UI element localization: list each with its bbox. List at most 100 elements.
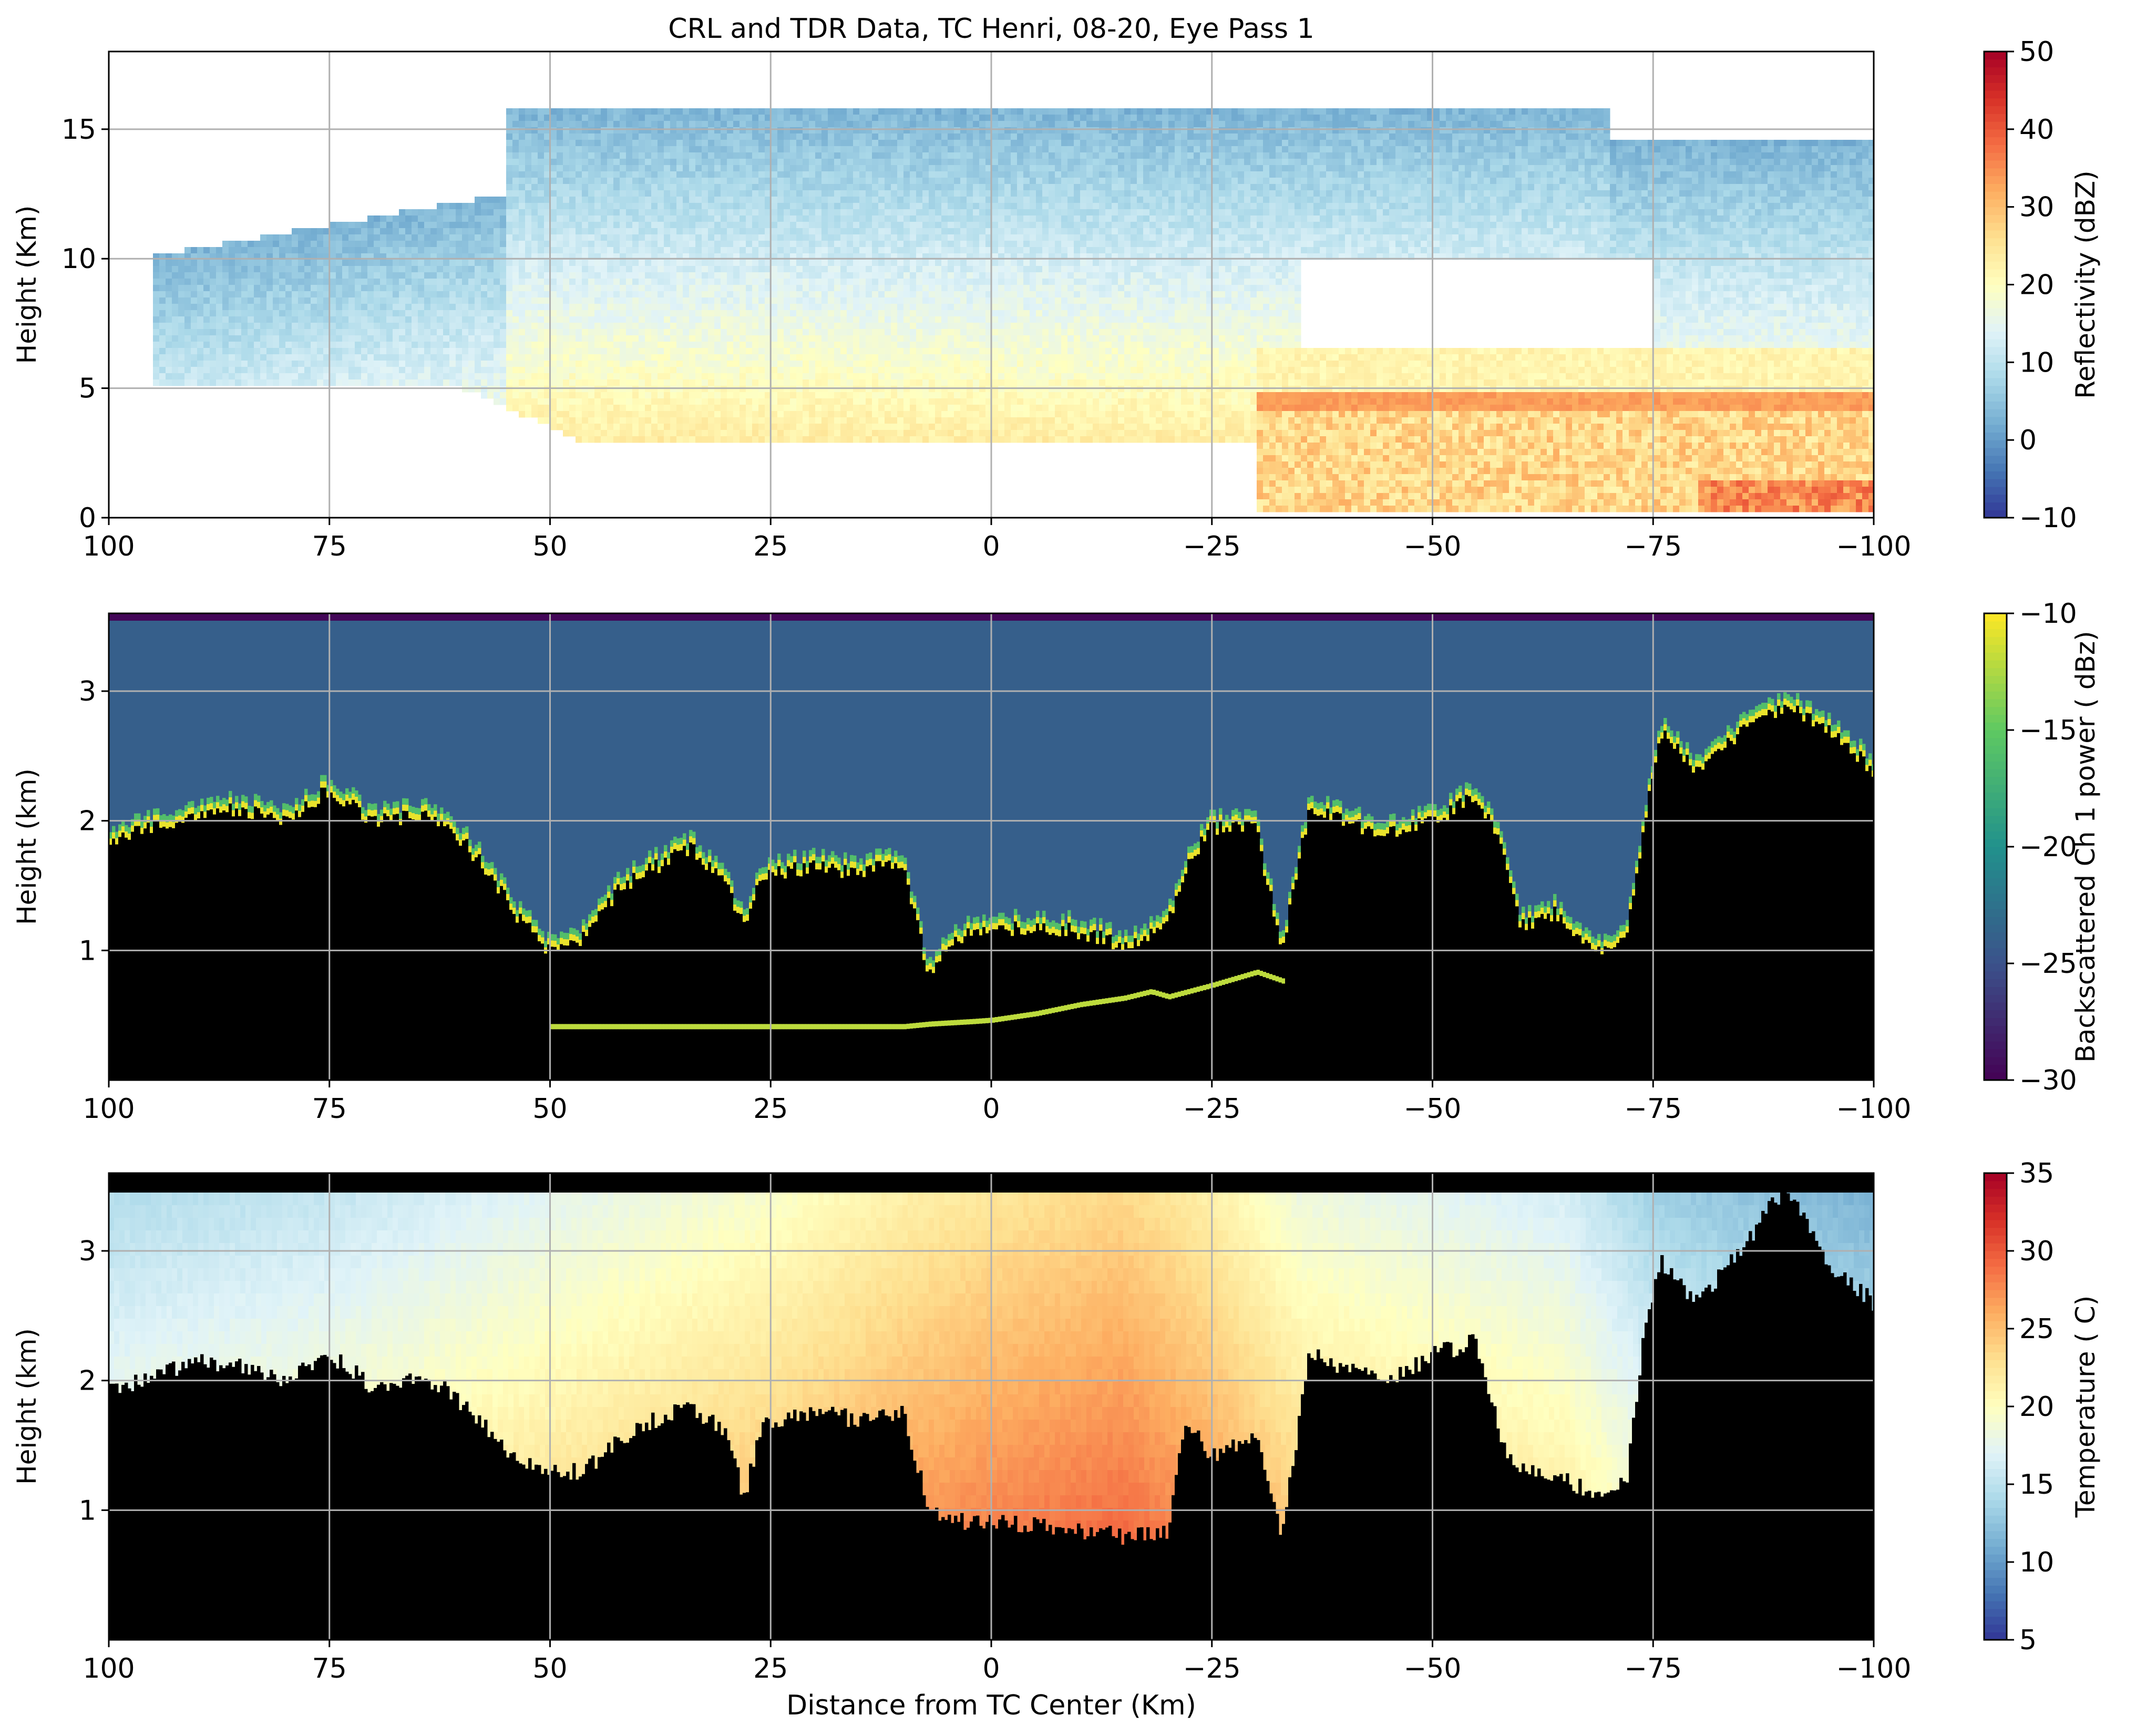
reflectivity-cell bbox=[525, 373, 532, 380]
reflectivity-cell bbox=[695, 209, 702, 216]
reflectivity-cell bbox=[626, 430, 633, 437]
reflectivity-cell bbox=[916, 411, 923, 418]
reflectivity-cell bbox=[386, 241, 393, 248]
reflectivity-cell bbox=[178, 361, 185, 367]
reflectivity-cell bbox=[462, 348, 469, 355]
reflectivity-cell bbox=[582, 115, 589, 121]
reflectivity-cell bbox=[229, 247, 235, 254]
reflectivity-cell bbox=[153, 379, 160, 386]
reflectivity-cell bbox=[872, 316, 879, 323]
reflectivity-cell bbox=[758, 354, 765, 361]
reflectivity-cell bbox=[626, 316, 633, 323]
reflectivity-cell bbox=[828, 342, 835, 348]
reflectivity-cell bbox=[683, 386, 690, 393]
reflectivity-cell bbox=[777, 329, 784, 336]
reflectivity-cell bbox=[222, 260, 229, 266]
reflectivity-cell bbox=[506, 171, 513, 178]
reflectivity-cell bbox=[399, 291, 406, 298]
reflectivity-cell bbox=[336, 329, 343, 336]
reflectivity-cell bbox=[733, 291, 740, 298]
reflectivity-cell bbox=[765, 310, 772, 317]
reflectivity-cell bbox=[430, 304, 437, 311]
reflectivity-cell bbox=[550, 241, 557, 248]
reflectivity-cell bbox=[601, 436, 608, 443]
reflectivity-cell bbox=[727, 241, 734, 248]
reflectivity-cell bbox=[834, 234, 841, 241]
reflectivity-cell bbox=[626, 373, 633, 380]
reflectivity-cell bbox=[803, 436, 809, 443]
reflectivity-cell bbox=[840, 405, 847, 412]
reflectivity-cell bbox=[897, 430, 904, 437]
reflectivity-cell bbox=[903, 159, 910, 166]
reflectivity-cell bbox=[809, 291, 816, 298]
reflectivity-cell bbox=[298, 241, 305, 248]
reflectivity-cell bbox=[424, 291, 431, 298]
reflectivity-cell bbox=[878, 323, 885, 330]
reflectivity-cell bbox=[803, 140, 809, 147]
reflectivity-cell bbox=[796, 203, 803, 210]
reflectivity-cell bbox=[393, 297, 399, 304]
reflectivity-cell bbox=[683, 171, 690, 178]
reflectivity-cell bbox=[512, 165, 519, 172]
reflectivity-cell bbox=[317, 285, 324, 292]
reflectivity-cell bbox=[525, 197, 532, 203]
reflectivity-cell bbox=[525, 348, 532, 355]
reflectivity-cell bbox=[683, 266, 690, 273]
reflectivity-cell bbox=[903, 373, 910, 380]
reflectivity-cell bbox=[866, 215, 872, 222]
reflectivity-cell bbox=[821, 133, 828, 140]
reflectivity-cell bbox=[367, 304, 374, 311]
reflectivity-cell bbox=[342, 285, 349, 292]
reflectivity-cell bbox=[897, 335, 904, 342]
reflectivity-cell bbox=[254, 323, 261, 330]
reflectivity-cell bbox=[859, 398, 866, 405]
reflectivity-cell bbox=[714, 323, 721, 330]
reflectivity-cell bbox=[399, 310, 406, 317]
reflectivity-cell bbox=[847, 291, 854, 298]
reflectivity-cell bbox=[519, 335, 526, 342]
reflectivity-cell bbox=[178, 285, 185, 292]
reflectivity-cell bbox=[866, 190, 872, 197]
reflectivity-cell bbox=[910, 108, 917, 115]
reflectivity-cell bbox=[676, 115, 683, 121]
reflectivity-cell bbox=[777, 203, 784, 210]
reflectivity-cell bbox=[449, 247, 456, 254]
reflectivity-cell bbox=[746, 335, 753, 342]
reflectivity-cell bbox=[424, 310, 431, 317]
reflectivity-cell bbox=[336, 323, 343, 330]
reflectivity-cell bbox=[210, 266, 217, 273]
reflectivity-cell bbox=[311, 234, 317, 241]
reflectivity-cell bbox=[803, 133, 809, 140]
reflectivity-cell bbox=[336, 266, 343, 273]
reflectivity-cell bbox=[727, 171, 734, 178]
reflectivity-cell bbox=[613, 392, 620, 399]
reflectivity-cell bbox=[248, 279, 254, 285]
reflectivity-cell bbox=[557, 304, 563, 311]
reflectivity-cell bbox=[607, 373, 614, 380]
reflectivity-cell bbox=[330, 361, 336, 367]
reflectivity-cell bbox=[815, 335, 822, 342]
reflectivity-cell bbox=[550, 140, 557, 147]
reflectivity-cell bbox=[853, 405, 860, 412]
reflectivity-cell bbox=[266, 241, 273, 248]
reflectivity-cell bbox=[620, 386, 627, 393]
reflectivity-cell bbox=[676, 335, 683, 342]
reflectivity-cell bbox=[399, 379, 406, 386]
reflectivity-cell bbox=[828, 272, 835, 279]
reflectivity-cell bbox=[563, 108, 570, 115]
reflectivity-cell bbox=[374, 266, 381, 273]
reflectivity-cell bbox=[197, 354, 204, 361]
reflectivity-cell bbox=[803, 272, 809, 279]
reflectivity-cell bbox=[367, 228, 374, 235]
reflectivity-cell bbox=[342, 272, 349, 279]
reflectivity-cell bbox=[872, 285, 879, 292]
reflectivity-cell bbox=[519, 342, 526, 348]
reflectivity-cell bbox=[412, 222, 418, 229]
reflectivity-cell bbox=[330, 367, 336, 374]
reflectivity-cell bbox=[790, 209, 797, 216]
reflectivity-cell bbox=[273, 379, 280, 386]
reflectivity-cell bbox=[468, 279, 475, 285]
reflectivity-cell bbox=[853, 386, 860, 393]
reflectivity-cell bbox=[550, 411, 557, 418]
reflectivity-cell bbox=[481, 304, 488, 311]
